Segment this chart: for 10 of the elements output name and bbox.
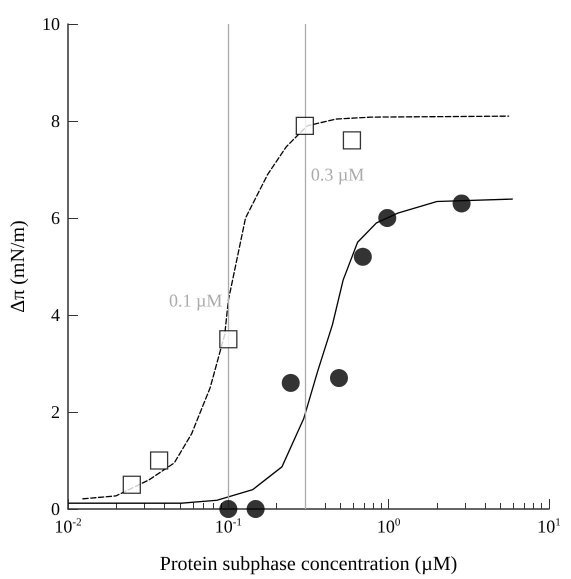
y-tick-label: 0 <box>51 499 60 519</box>
x-axis-title: Protein subphase concentration (µM) <box>160 553 458 575</box>
y-tick-label: 6 <box>51 208 60 228</box>
y-tick-label: 10 <box>42 14 60 34</box>
y-tick-label: 2 <box>51 402 60 422</box>
y-tick-label: 4 <box>51 305 60 325</box>
y-tick-label: 8 <box>51 111 60 131</box>
ref-line-label: 0.1 µM <box>168 290 222 310</box>
ref-line-label: 0.3 µM <box>310 164 364 184</box>
y-axis-title: Δπ (mN/m) <box>7 220 29 313</box>
